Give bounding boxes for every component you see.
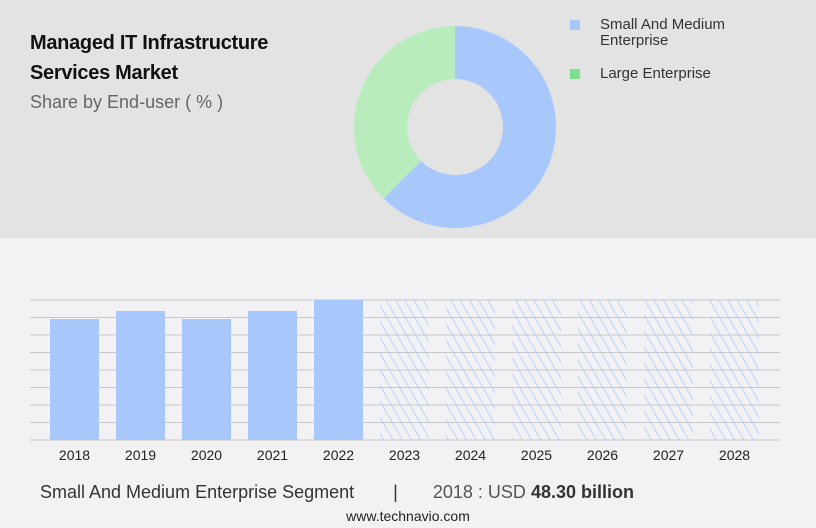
- bar-2022: [314, 300, 363, 440]
- donut-slice-large: [353, 26, 455, 199]
- x-tick-label: 2026: [587, 447, 618, 463]
- footer-separator: |: [393, 482, 398, 502]
- x-tick-label: 2028: [719, 447, 750, 463]
- footer-value: 48.30 billion: [530, 482, 634, 502]
- x-tick-label: 2020: [191, 447, 222, 463]
- footer-segment: Small And Medium Enterprise Segment: [40, 482, 355, 502]
- legend-label-sme: Small And Medium Enterprise: [600, 16, 726, 49]
- bar-2018: [50, 319, 99, 440]
- bar-2023: [380, 300, 429, 440]
- footer-year-label: 2018 : USD: [432, 482, 526, 502]
- x-tick-label: 2021: [257, 447, 288, 463]
- chart-title-line1: Managed IT Infrastructure: [30, 32, 269, 54]
- bar-2028: [710, 300, 759, 440]
- chart-title-line2: Services Market: [30, 62, 178, 84]
- legend-item-sme: Small And Medium Enterprise: [570, 17, 770, 49]
- x-tick-label: 2024: [455, 447, 486, 463]
- bar-series: [50, 300, 759, 440]
- bar-2019: [116, 311, 165, 440]
- legend-swatch-large: [570, 69, 580, 79]
- donut-slice-sme: [383, 26, 556, 228]
- legend-label-large: Large Enterprise: [600, 65, 711, 82]
- x-tick-label: 2025: [521, 447, 552, 463]
- donut-chart: [353, 26, 556, 228]
- x-tick-label: 2018: [59, 447, 90, 463]
- chart-subtitle: Share by End-user ( % ): [30, 92, 224, 112]
- bar-2026: [578, 300, 627, 440]
- footer-summary: Small And Medium Enterprise Segment | 20…: [40, 482, 634, 503]
- bar-2027: [644, 300, 693, 440]
- x-tick-label: 2023: [389, 447, 420, 463]
- x-tick-label: 2027: [653, 447, 684, 463]
- x-axis-ticks: 2018 2019 2020 2021 2022 2023 2024 2025 2026 2027…: [59, 447, 750, 463]
- bar-2025: [512, 300, 561, 440]
- bar-2021: [248, 311, 297, 440]
- legend-swatch-sme: [570, 20, 580, 30]
- x-tick-label: 2019: [125, 447, 156, 463]
- source-url: www.technavio.com: [346, 508, 470, 524]
- x-tick-label: 2022: [323, 447, 354, 463]
- bar-2020: [182, 319, 231, 440]
- legend-item-large: Large Enterprise: [570, 66, 711, 82]
- bar-2024: [446, 300, 495, 440]
